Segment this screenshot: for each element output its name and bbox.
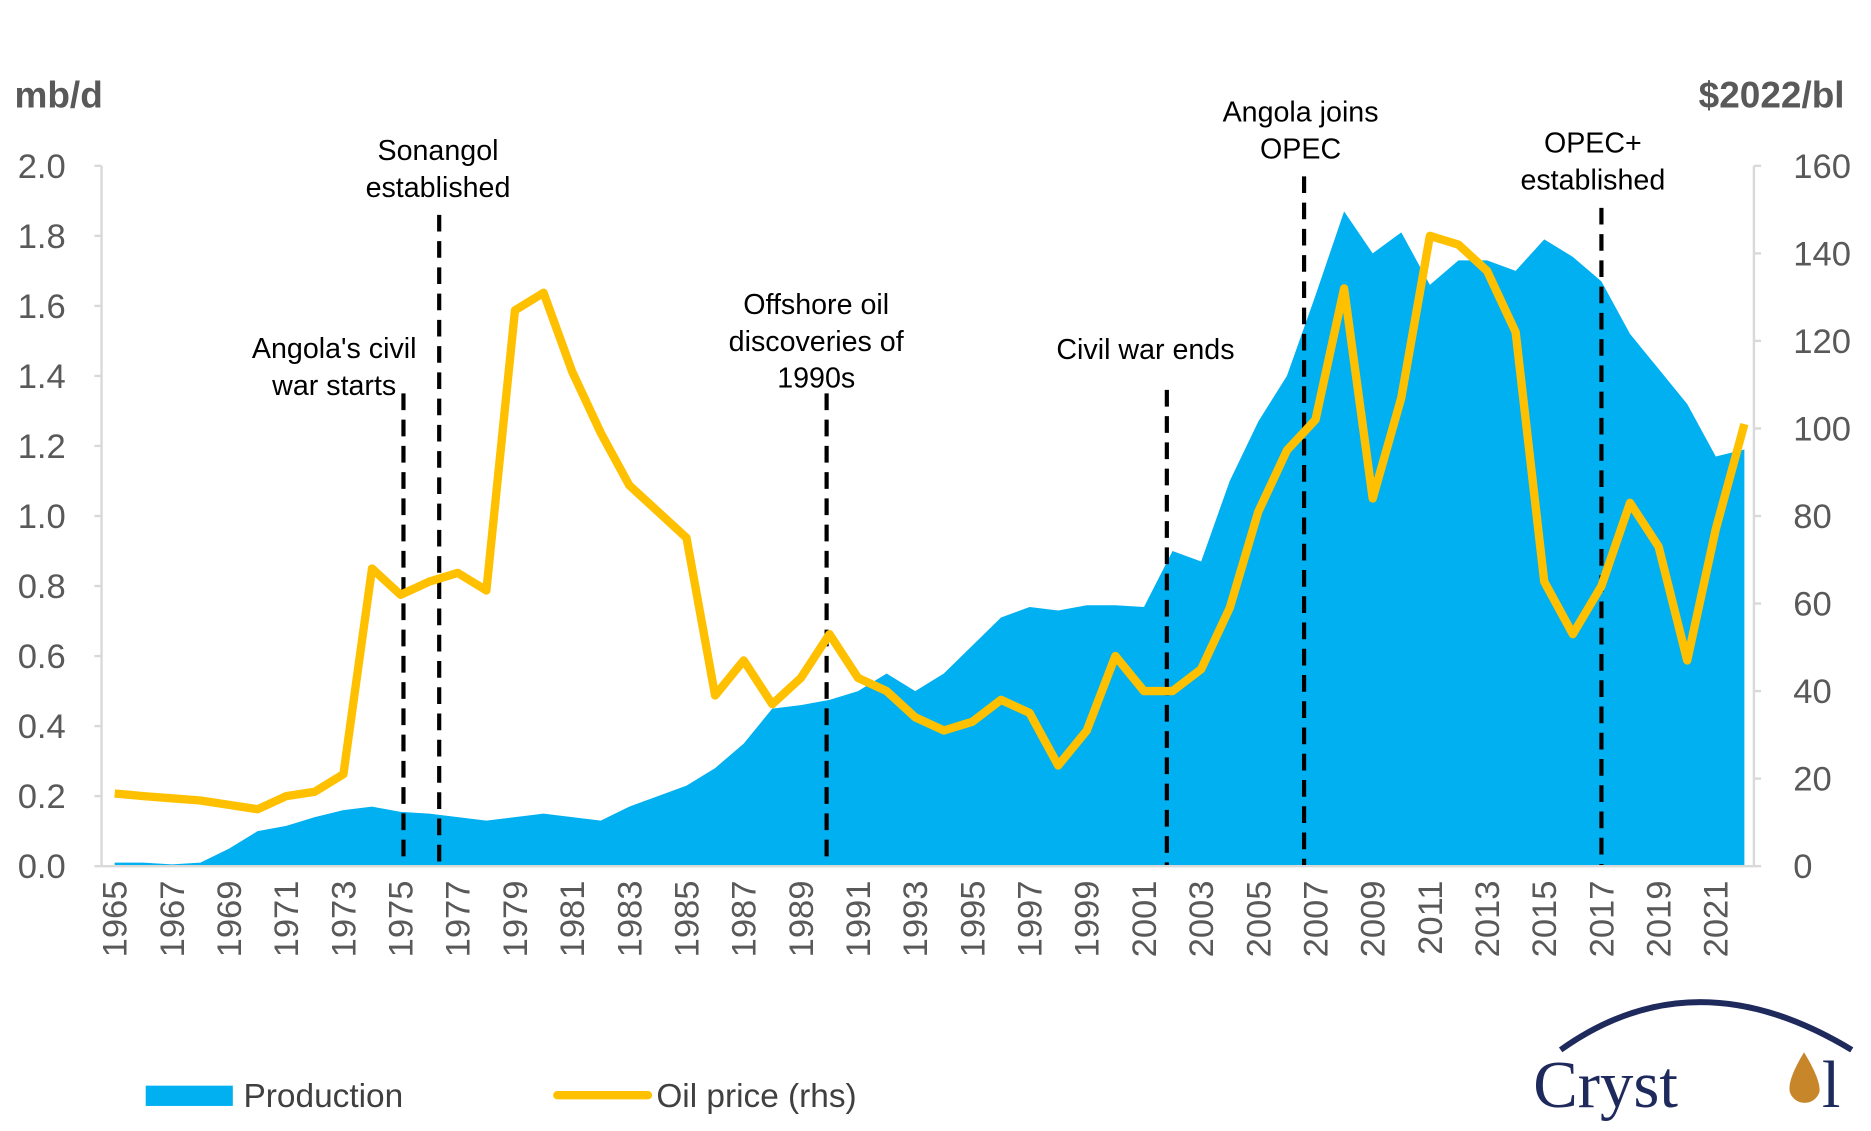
x-tick-label: 1969: [211, 880, 249, 957]
x-tick-label: 2009: [1355, 880, 1393, 957]
logo-wordmark-end: l: [1822, 1048, 1841, 1122]
event-annotation-label: Angola joins: [1223, 97, 1379, 129]
x-tick-label: 1973: [325, 880, 363, 957]
x-tick-label: 1979: [497, 880, 535, 957]
left-tick-label: 1.6: [18, 288, 66, 326]
left-tick-label: 1.2: [18, 428, 66, 466]
event-annotation-label: Angola's civil: [252, 333, 417, 365]
legend: Production Oil price (rhs): [145, 1078, 857, 1115]
legend-label-production: Production: [244, 1078, 404, 1115]
left-tick-label: 0.0: [18, 848, 66, 886]
crystol-logo: Cryst l: [1533, 999, 1854, 1122]
left-axis-unit-label: mb/d: [14, 74, 102, 115]
legend-label-oil-price: Oil price (rhs): [656, 1078, 856, 1115]
x-tick-label: 2011: [1412, 880, 1450, 954]
x-tick-label: 2007: [1297, 880, 1335, 957]
x-tick-label: 2015: [1526, 880, 1564, 957]
x-tick-label: 2019: [1641, 880, 1679, 957]
production-area: [114, 211, 1745, 867]
event-annotation-label: established: [1520, 165, 1665, 197]
x-tick-label: 2013: [1469, 880, 1507, 957]
event-annotation-label: Civil war ends: [1056, 334, 1234, 366]
left-tick-label: 1.0: [18, 498, 66, 536]
right-tick-label: 140: [1793, 235, 1851, 273]
x-tick-label: 2001: [1126, 880, 1164, 957]
right-tick-label: 0: [1793, 848, 1812, 886]
x-tick-label: 2021: [1698, 880, 1736, 957]
right-tick-label: 40: [1793, 673, 1831, 711]
x-tick-label: 1989: [783, 880, 821, 957]
right-tick-label: 60: [1793, 585, 1831, 623]
left-tick-label: 0.4: [18, 708, 66, 746]
oil-drop-icon: [1789, 1052, 1820, 1103]
axes: 0.0 0.2 0.4 0.6 0.8 1.0 1.2 1.4 1.6 1.8 2.0 0 20 40 60…: [18, 148, 1851, 958]
right-tick-label: 120: [1793, 323, 1851, 361]
x-tick-label: 1975: [383, 880, 421, 957]
right-axis-unit-label: $2022/bl: [1699, 74, 1845, 115]
oil-price-line: [114, 231, 1749, 814]
event-annotation-label: OPEC: [1260, 134, 1341, 166]
event-annotation-label: established: [366, 172, 511, 204]
event-annotation-label: war starts: [271, 370, 396, 402]
left-tick-label: 2.0: [18, 148, 66, 186]
left-tick-label: 1.4: [18, 358, 66, 396]
x-tick-label: 1971: [268, 880, 306, 957]
x-tick-label: 1995: [954, 880, 992, 957]
annotation-labels: Angola's civil war starts Sonangol establis…: [252, 97, 1665, 402]
logo-arc: [1558, 999, 1854, 1053]
x-tick-label: 1983: [611, 880, 649, 957]
right-tick-label: 160: [1793, 148, 1851, 186]
x-tick-label: 1987: [726, 880, 764, 957]
x-tick-label: 1997: [1012, 880, 1050, 957]
x-tick-label: 2005: [1240, 880, 1278, 957]
logo-wordmark: Cryst: [1533, 1048, 1678, 1122]
x-tick-label: 1999: [1069, 880, 1107, 957]
production-area-layer: [114, 211, 1745, 867]
left-tick-label: 0.6: [18, 638, 66, 676]
right-tick-label: 100: [1793, 410, 1851, 448]
left-tick-label: 0.8: [18, 568, 66, 606]
x-tick-label: 1967: [154, 880, 192, 957]
x-tick-label: 1993: [897, 880, 935, 957]
x-tick-label: 1981: [554, 880, 592, 957]
oil-price-line-layer: [114, 231, 1749, 814]
event-annotation-label: OPEC+: [1544, 128, 1642, 160]
x-tick-label: 1965: [97, 880, 135, 957]
event-annotation-label: Offshore oil: [743, 289, 889, 321]
x-tick-label: 1977: [440, 880, 478, 957]
right-tick-label: 80: [1793, 498, 1831, 536]
x-tick-label: 1985: [668, 880, 706, 957]
event-annotation-label: Sonangol: [378, 135, 499, 167]
annotation-lines: [401, 176, 1604, 867]
x-tick-label: 2017: [1583, 880, 1621, 957]
right-tick-label: 20: [1793, 761, 1831, 799]
legend-swatch-production: [145, 1085, 233, 1106]
left-tick-label: 1.8: [18, 218, 66, 256]
x-tick-label: 2003: [1183, 880, 1221, 957]
event-annotation-label: discoveries of: [729, 326, 904, 358]
left-tick-label: 0.2: [18, 778, 66, 816]
x-tick-label: 1991: [840, 880, 878, 957]
event-annotation-label: 1990s: [777, 363, 855, 395]
